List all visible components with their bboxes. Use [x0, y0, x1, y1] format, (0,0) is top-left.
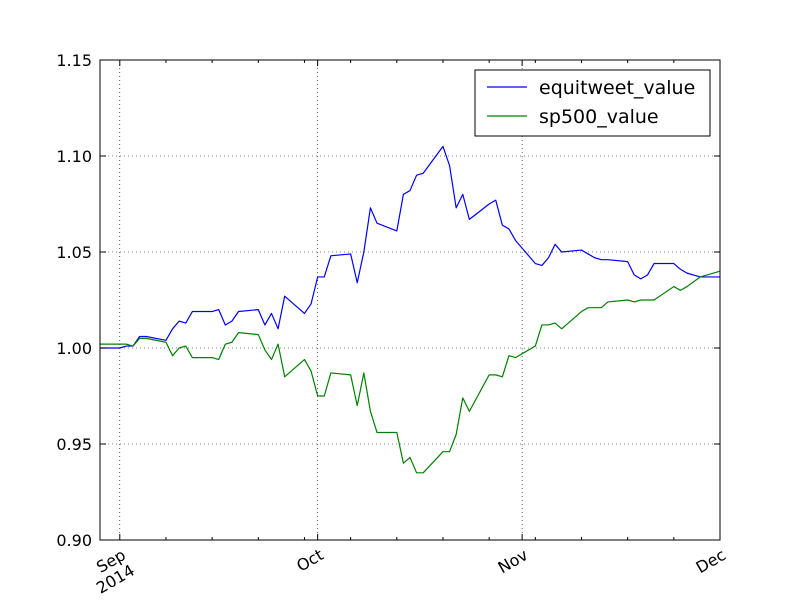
y-tick-label: 0.90: [56, 531, 92, 550]
series-line-equitweet-value: [100, 145, 720, 349]
y-tick-label: 1.15: [56, 51, 92, 70]
series-line-sp500-value: [100, 270, 721, 474]
legend-label: equitweet_value: [539, 77, 695, 99]
legend: equitweet_value sp500_value: [474, 69, 711, 137]
y-axis: 0.90 0.95 1.00 1.05 1.10 1.15: [56, 51, 720, 550]
y-tick-label: 1.05: [56, 243, 92, 262]
legend-label: sp500_value: [539, 106, 659, 128]
y-tick-label: 1.00: [56, 339, 92, 358]
series-lines: [100, 145, 721, 474]
y-tick-label: 1.10: [56, 147, 92, 166]
plot-frame: [99, 59, 721, 541]
y-tick-label: 0.95: [56, 435, 92, 454]
legend-box: [474, 69, 711, 137]
